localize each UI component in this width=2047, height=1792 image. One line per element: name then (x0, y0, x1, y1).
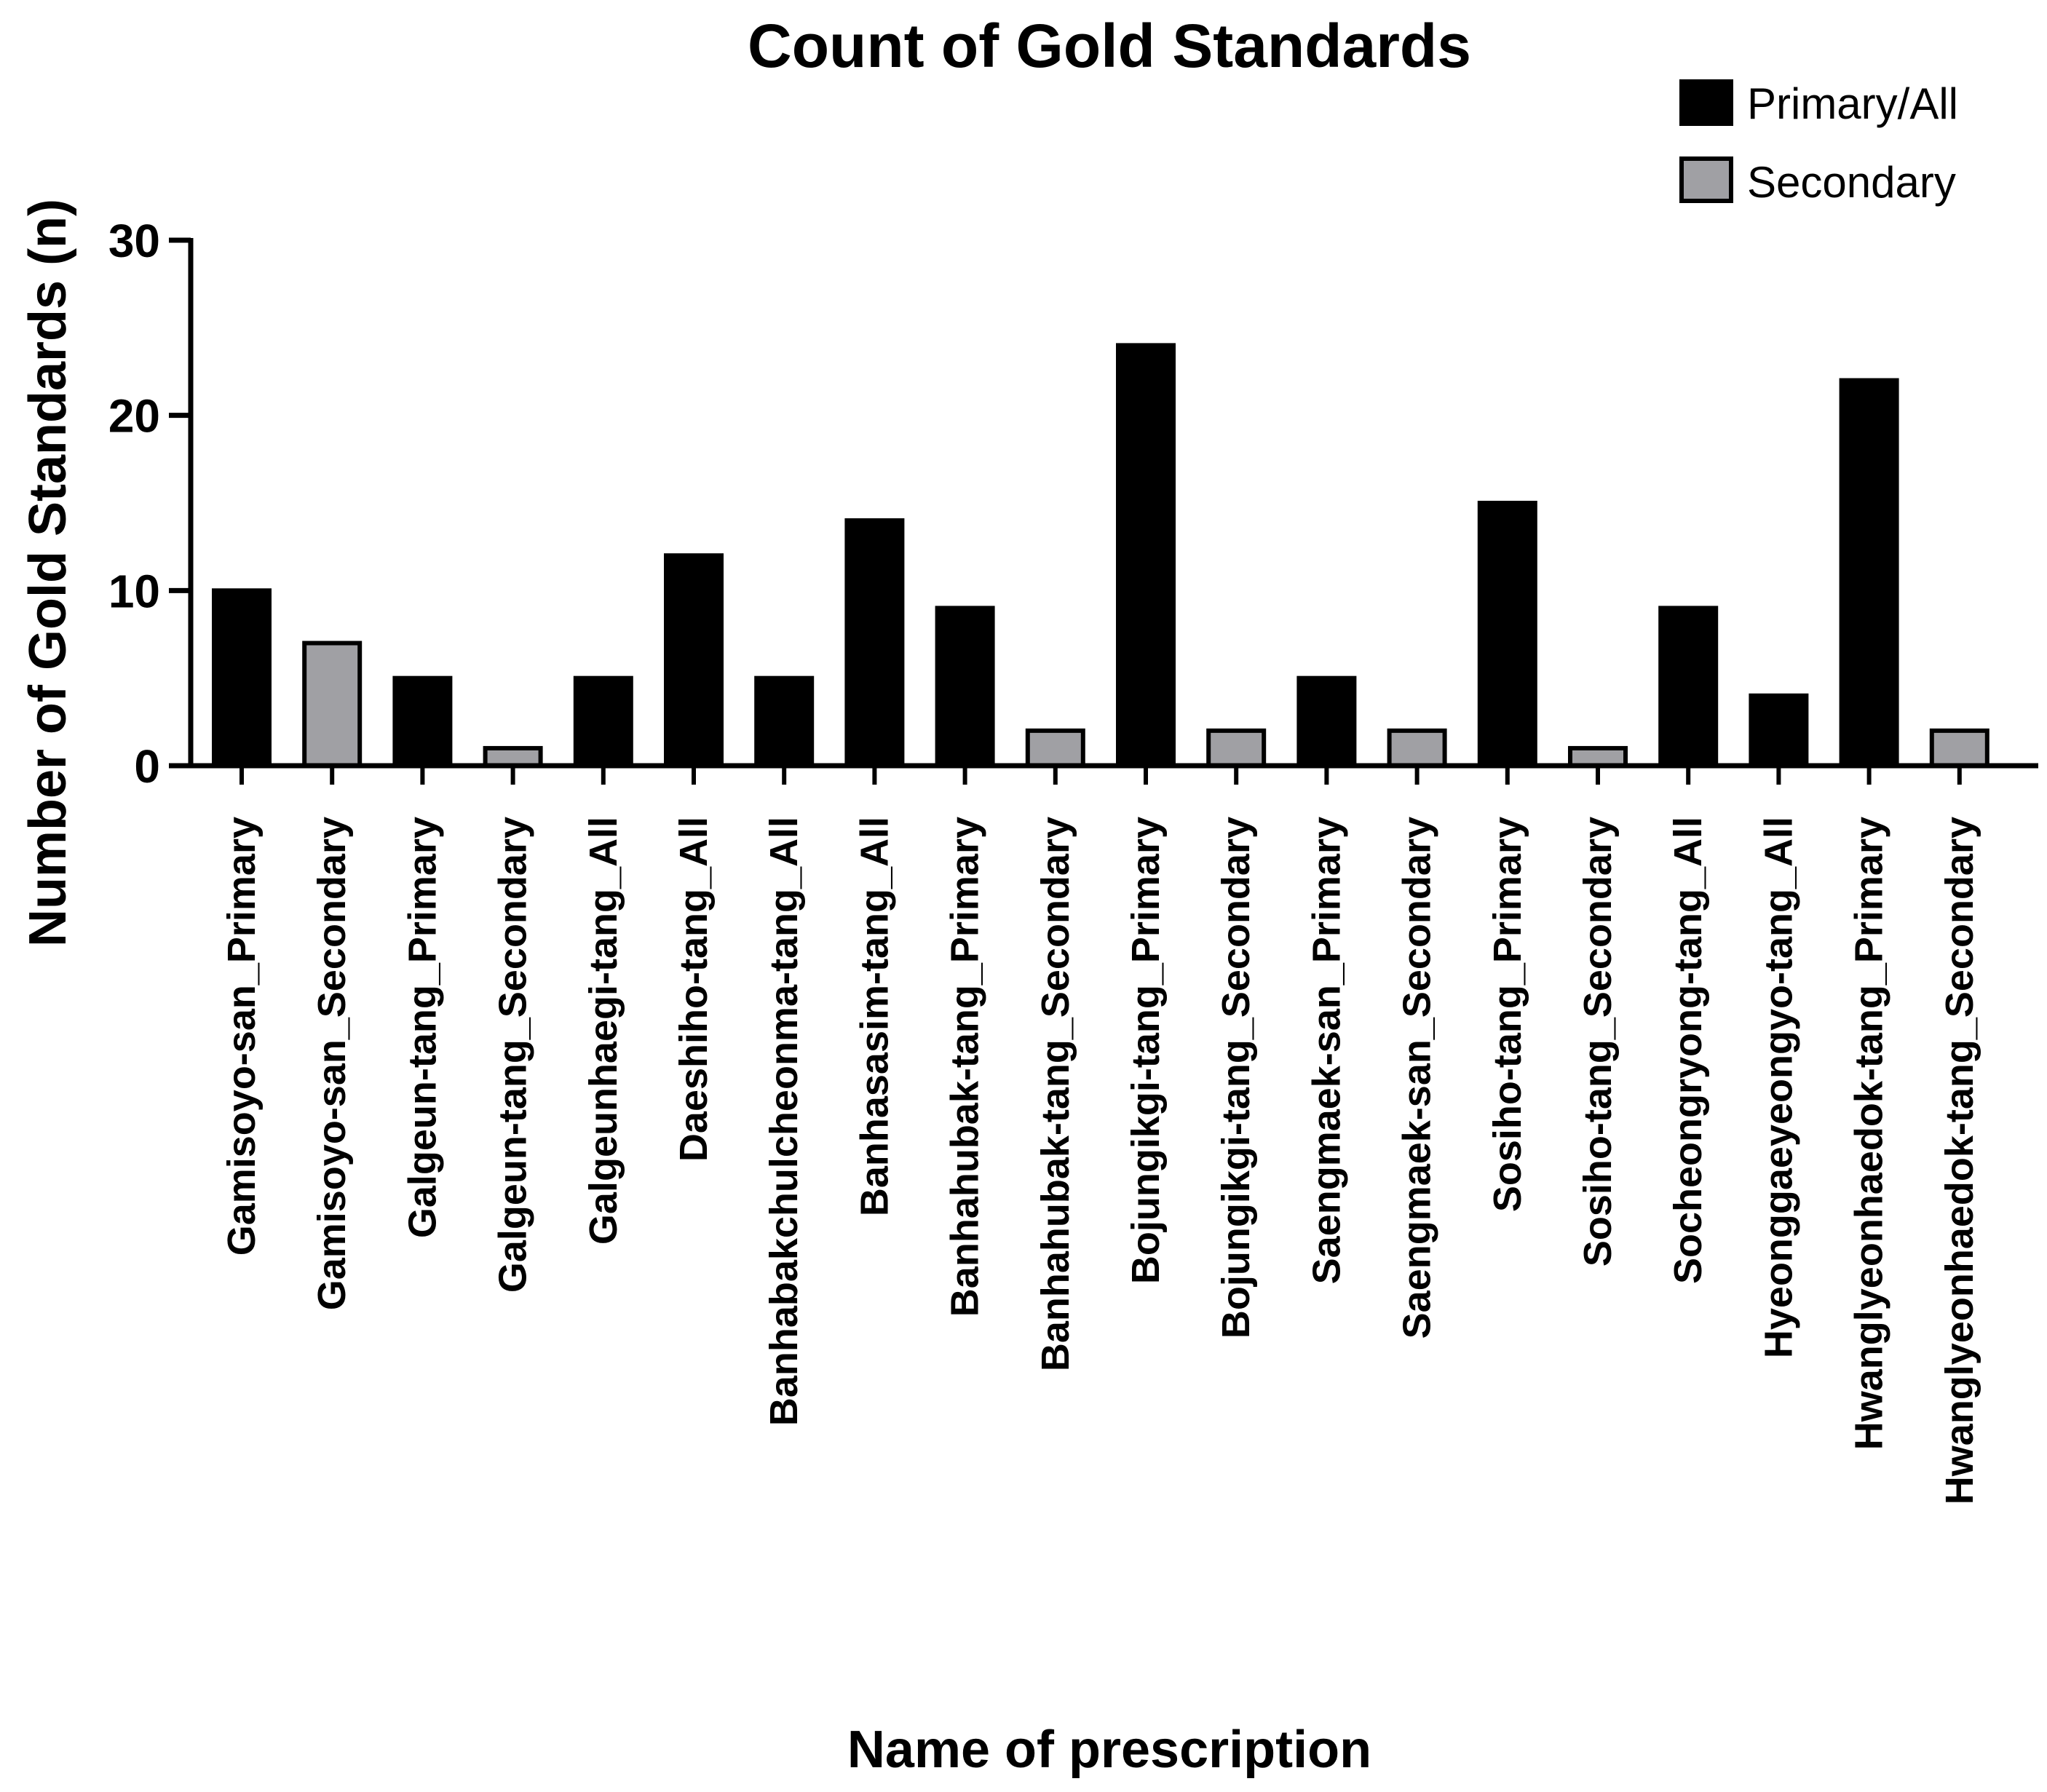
axes (188, 238, 2038, 785)
y-axis-title: Number of Gold Standards (n) (19, 199, 77, 947)
bar (844, 518, 905, 768)
y-tick-label: 30 (108, 215, 160, 267)
bar (1116, 343, 1176, 768)
x-tick-label: Saengmaek-san_Secondary (1395, 817, 1439, 1339)
bar (212, 588, 272, 768)
x-tick-label: Gamisoyo-san_Primary (220, 817, 264, 1256)
x-tick-label: Banhasasim-tang_All (852, 817, 896, 1216)
bars (212, 343, 1989, 769)
x-tick-label: Galgeun-tang_Primary (400, 817, 444, 1238)
legend-swatch-secondary (1679, 156, 1733, 203)
x-tick-label: Galgeunhaegi-tang_All (582, 817, 625, 1245)
bar (1749, 693, 1809, 769)
x-tick-label: Sosiho-tang_Primary (1486, 817, 1529, 1212)
chart-title: Count of Gold Standards (748, 12, 1471, 80)
legend-swatch-primary (1679, 79, 1733, 126)
bar (1839, 378, 1899, 768)
bar (392, 675, 453, 769)
x-tick-label: Hwanglyeonhaedok-tang_Primary (1848, 817, 1891, 1450)
x-tick-label: Banhahubak-tang_Secondary (1034, 817, 1077, 1371)
x-tick-label: Daeshiho-tang_All (672, 817, 716, 1162)
bar (302, 641, 363, 768)
y-tick-label: 0 (134, 740, 160, 793)
bar (1206, 728, 1267, 768)
bar (1477, 501, 1537, 768)
bar (1296, 675, 1357, 769)
bar (1387, 728, 1447, 768)
bar (664, 553, 724, 768)
x-axis-title: Name of prescription (847, 1721, 1371, 1779)
x-tick-label: Banhabakchulcheonma-tang_All (762, 817, 806, 1426)
bar (935, 606, 995, 769)
bar (1658, 606, 1719, 769)
x-tick-label: Gamisoyo-san_Secondary (310, 817, 354, 1310)
bar (1929, 728, 1989, 768)
y-ticks: 0 10 20 30 (108, 215, 191, 793)
x-tick-labels: Gamisoyo-san_Primary Gamisoyo-san_Seconda… (220, 817, 1981, 1504)
x-tick-label: Sosiho-tang_Secondary (1576, 817, 1620, 1266)
x-tick-label: Hyeonggaeyeongyo-tang_All (1757, 817, 1800, 1358)
x-tick-label: Bojungikgi-tang_Secondary (1214, 817, 1258, 1339)
legend-label-secondary: Secondary (1747, 158, 1956, 207)
legend: Primary/All Secondary (1679, 79, 1958, 207)
bar (1025, 728, 1085, 768)
y-tick-label: 10 (108, 565, 160, 617)
x-tick-label: Socheongryong-tang_All (1666, 817, 1710, 1284)
x-tick-label: Bojungikgi-tang_Primary (1124, 817, 1168, 1284)
x-tick-label: Hwanglyeonhaedok-tang_Secondary (1938, 817, 1981, 1504)
bar (483, 745, 543, 769)
legend-label-primary: Primary/All (1747, 79, 1958, 128)
bar (1568, 745, 1628, 769)
bar (573, 675, 633, 769)
y-tick-label: 20 (108, 390, 160, 443)
x-tick-label: Saengmaek-san_Primary (1304, 817, 1348, 1284)
x-tick-label: Banhahubak-tang_Primary (943, 817, 987, 1317)
x-tick-label: Galgeun-tang_Secondary (491, 817, 535, 1293)
bar (754, 675, 815, 769)
